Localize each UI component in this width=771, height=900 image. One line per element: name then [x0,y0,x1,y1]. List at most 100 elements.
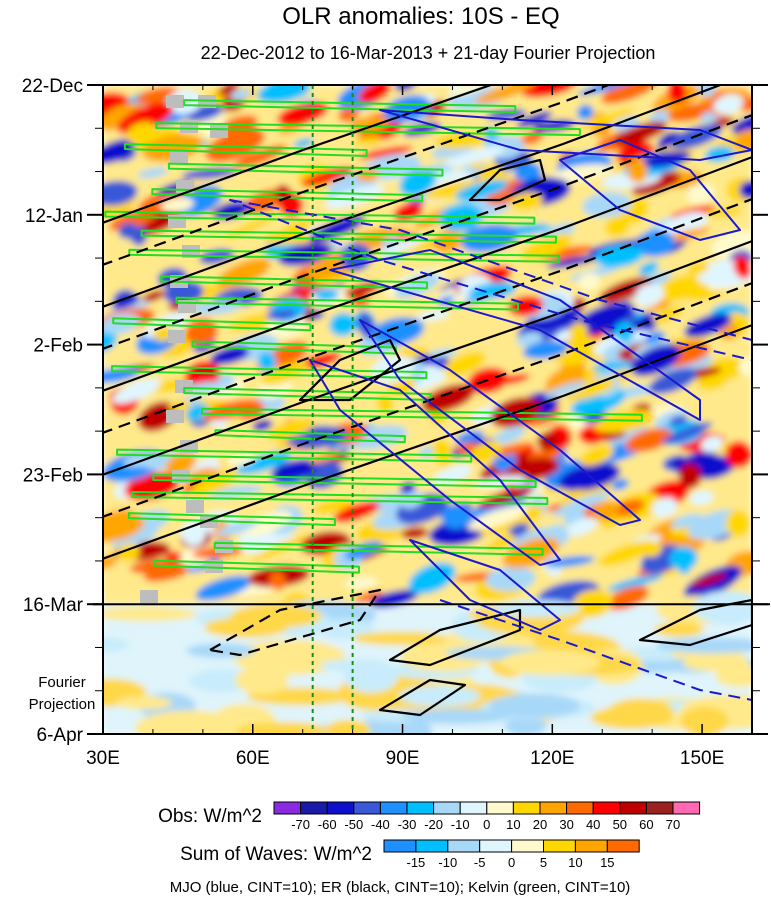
heatmap-cell [142,290,165,303]
heatmap-cell [109,209,157,231]
chart-subtitle: 22-Dec-2012 to 16-Mar-2013 + 21-day Four… [201,43,656,63]
heatmap-cell [103,637,130,652]
colorbar-swatch [479,839,513,853]
heatmap-cell [138,401,178,432]
projection-label-line2: Projection [29,696,96,713]
colorbar-level: -30 [398,817,417,832]
er-contour [378,678,467,717]
heatmap-cell [325,719,371,734]
heatmap-cell [499,650,600,676]
heatmap-cell [738,97,752,112]
heatmap-cell [444,146,506,167]
heatmap-cell [116,696,172,710]
colorbar-level: 10 [568,855,582,870]
y-tick-label: 16-Mar [23,595,84,616]
heatmap-cell [195,575,252,601]
colorbar-level: 0 [483,817,490,832]
er-contour [103,113,752,350]
colorbar-swatch [543,839,576,853]
colorbar-swatch [459,801,488,815]
er-contour [468,158,547,202]
heatmap-cell [521,85,577,98]
colorbar-level: 0 [508,855,515,870]
colorbar-swatch [433,801,461,815]
heatmap-cell [117,102,174,135]
heatmap-cell [686,182,715,204]
waves-colorbar-label: Sum of Waves: W/m^2 [180,844,372,865]
colorbar-level: -70 [291,817,310,832]
heatmap-cell [315,619,375,640]
kelvin-contour [140,229,557,244]
heatmap-cell [492,426,526,446]
er-contour [103,197,752,434]
colorbar-swatch [406,801,435,815]
colorbar-level: 60 [639,817,653,832]
heatmap-cell [548,163,611,183]
heatmap-cell [349,116,389,134]
heatmap-cell [578,272,600,291]
heatmap-cell [626,203,643,224]
heatmap-cell [160,197,194,213]
colorbar-swatch [273,801,302,815]
heatmap-cell [570,389,626,417]
heatmap-cell [579,445,614,466]
heatmap-cell [112,378,161,404]
colorbar-level: 30 [559,817,573,832]
heatmap-cell [566,517,598,537]
heatmap-cell [522,308,582,333]
heatmap-cell [682,654,751,672]
colorbar-swatch [539,801,568,815]
kelvin-contour [127,512,336,527]
heatmap-cell [185,318,218,346]
heatmap-cell [644,331,665,345]
colorbar-level: -40 [371,817,390,832]
colorbar-swatch [511,839,545,853]
er-contour [388,608,522,667]
kelvin-contour [112,317,312,332]
mjo-contour [229,199,752,361]
heatmap-cell [516,111,553,129]
y-tick-label: 6-Apr [37,725,84,746]
kelvin-contour [151,188,424,203]
heatmap-cell [266,309,298,320]
heatmap-cell [230,604,322,628]
colorbar-level: 50 [613,817,627,832]
heatmap-cell [301,166,354,187]
heatmap-cell [252,419,273,431]
heatmap-cell [230,88,252,101]
heatmap-cell [733,255,752,279]
heatmap-cell [680,706,729,734]
heatmap-cell [354,136,383,146]
heatmap-cell [470,440,502,464]
kelvin-contour [160,275,428,290]
plot-frame [102,84,753,735]
heatmap-cell [358,145,414,160]
heatmap-cell [459,223,519,253]
colorbar-swatch [300,801,328,815]
colorbar-swatch [512,801,541,815]
heatmap-cell [424,179,486,200]
heatmap-cell [468,281,517,300]
missing-data-block [180,440,198,453]
projection-label-line1: Fourier [38,674,86,691]
colorbar-swatch [486,801,514,815]
missing-data-block [180,120,198,133]
heatmap-cell [270,459,319,481]
heatmap-cell [208,485,263,499]
heatmap-cell [725,440,752,469]
er-contour [103,85,495,224]
heatmap-cell [554,329,574,342]
kelvin-contour [152,473,537,488]
heatmap-cell [667,85,687,104]
mjo-contour [329,249,701,421]
heatmap-cell [604,215,631,237]
chart-title: OLR anomalies: 10S - EQ [282,3,559,30]
x-tick-label: 150E [680,748,724,769]
heatmap-cell [333,501,380,523]
kelvin-contour [183,99,517,114]
er-contour [103,281,752,518]
heatmap-cell [398,685,481,707]
heatmap-cell [257,352,277,372]
er-contour [103,85,612,266]
colorbar-level: 5 [540,855,547,870]
